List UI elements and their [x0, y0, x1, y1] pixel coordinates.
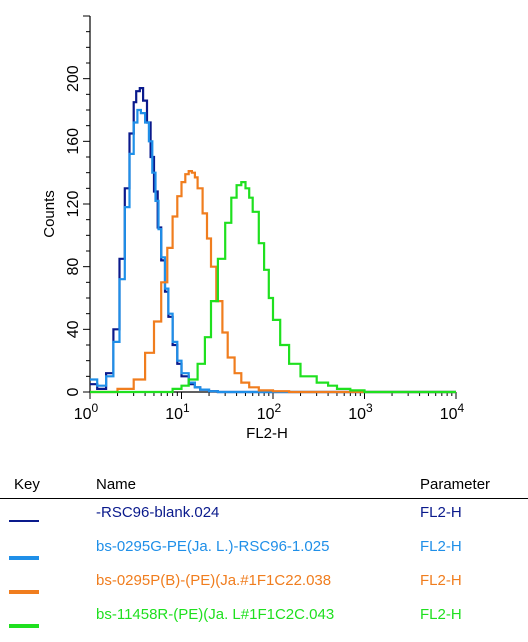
series-line-3	[90, 170, 456, 394]
x-tick-label: 102	[257, 401, 282, 423]
x-tick-label: 104	[440, 401, 465, 423]
key-name: bs-0295P(B)-(PE)(Ja.#1F1C22.038	[96, 572, 332, 589]
y-tick-label: 0	[65, 387, 82, 396]
key-row: bs-0295P(B)-(PE)(Ja.#1F1C22.038 FL2-H	[0, 572, 528, 606]
key-name: bs-0295G-PE(Ja. L.)-RSC96-1.025	[96, 538, 330, 555]
series-line-4	[90, 181, 456, 394]
key-swatch	[9, 556, 39, 560]
key-header-rule	[0, 498, 528, 499]
key-row: bs-0295G-PE(Ja. L.)-RSC96-1.025 FL2-H	[0, 538, 528, 572]
key-parameter: FL2-H	[420, 538, 462, 555]
key-swatch	[9, 624, 39, 628]
x-tick-label: 103	[348, 401, 373, 423]
key-row: -RSC96-blank.024 FL2-H	[0, 504, 528, 538]
y-axis-title: Counts	[41, 190, 58, 238]
key-parameter: FL2-H	[420, 606, 462, 623]
x-axis-title: FL2-H	[246, 425, 288, 442]
key-name: -RSC96-blank.024	[96, 504, 220, 521]
key-name: bs-11458R-(PE)(Ja. L#1F1C2C.043	[96, 606, 335, 623]
key-row: bs-11458R-(PE)(Ja. L#1F1C2C.043 FL2-H	[0, 606, 528, 640]
plot-axes	[89, 16, 456, 393]
y-tick-label: 40	[65, 320, 82, 338]
y-tick-label: 160	[65, 128, 82, 155]
y-tick-label: 120	[65, 191, 82, 218]
x-tick-label: 100	[74, 401, 99, 423]
axis-labels-layer: 0 40 80 120 160 200 100 101 102 103 104 FL2-H Counts	[41, 65, 465, 442]
y-tick-label: 200	[65, 65, 82, 92]
x-tick-label: 101	[165, 401, 190, 423]
key-swatch	[9, 590, 39, 594]
key-parameter: FL2-H	[420, 572, 462, 589]
series-layer	[90, 87, 456, 394]
y-tick-label: 80	[65, 258, 82, 276]
key-swatch	[9, 520, 39, 522]
histogram-plot: 0 40 80 120 160 200 100 101 102 103 104 FL2-H Counts	[41, 15, 465, 442]
series-line-1	[90, 87, 456, 394]
key-parameter: FL2-H	[420, 504, 462, 521]
key-header-key: Key	[14, 476, 40, 493]
series-line-2	[90, 108, 456, 394]
key-header-parameter: Parameter	[420, 476, 491, 493]
key-header-name: Name	[96, 476, 137, 493]
axis-ticks	[83, 15, 457, 399]
